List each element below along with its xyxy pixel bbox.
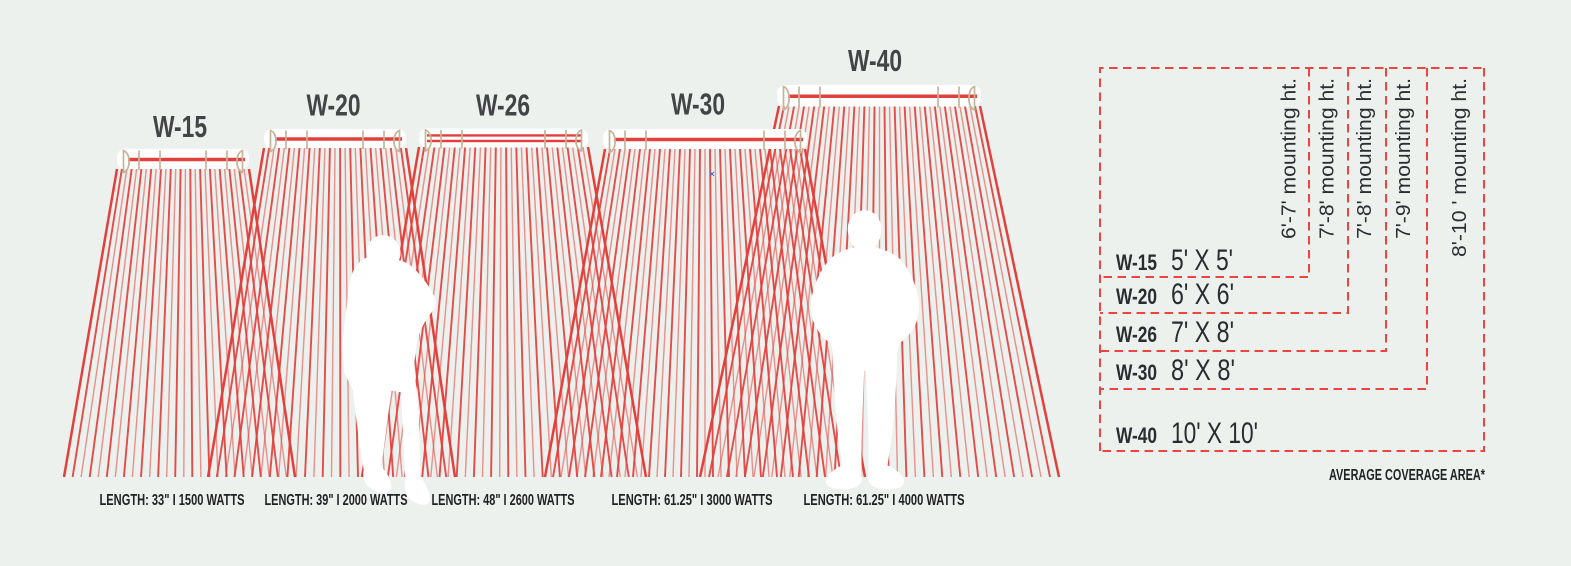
svg-text:W-40: W-40 — [1116, 423, 1157, 448]
svg-text:7'-8' mounting ht.: 7'-8' mounting ht. — [1354, 78, 1376, 239]
svg-text:7' X 8': 7' X 8' — [1171, 316, 1234, 349]
svg-text:LENGTH: 39" I 2000 WATTS: LENGTH: 39" I 2000 WATTS — [265, 492, 408, 509]
svg-text:W-30: W-30 — [671, 87, 725, 122]
svg-text:6'-7' mounting ht.: 6'-7' mounting ht. — [1279, 78, 1301, 239]
svg-text:7'-8' mounting ht.: 7'-8' mounting ht. — [1317, 78, 1339, 239]
svg-text:W-15: W-15 — [1116, 250, 1157, 275]
svg-text:W-26: W-26 — [1116, 322, 1157, 347]
svg-text:W-30: W-30 — [1116, 360, 1157, 385]
svg-text:W-40: W-40 — [848, 43, 902, 78]
svg-text:5' X 5': 5' X 5' — [1171, 244, 1233, 277]
svg-text:×: × — [709, 169, 714, 179]
svg-text:W-20: W-20 — [1116, 284, 1157, 309]
svg-text:AVERAGE COVERAGE AREA*: AVERAGE COVERAGE AREA* — [1329, 467, 1486, 484]
svg-text:LENGTH: 33" I 1500 WATTS: LENGTH: 33" I 1500 WATTS — [100, 492, 245, 509]
svg-text:6' X 6': 6' X 6' — [1171, 278, 1234, 311]
svg-text:8' X 8': 8' X 8' — [1171, 354, 1235, 387]
svg-text:7'-9' mounting ht.: 7'-9' mounting ht. — [1393, 78, 1415, 239]
svg-text:W-20: W-20 — [307, 88, 361, 123]
svg-text:LENGTH: 61.25" I 4000 WATTS: LENGTH: 61.25" I 4000 WATTS — [804, 492, 965, 509]
svg-text:LENGTH: 48" I 2600 WATTS: LENGTH: 48" I 2600 WATTS — [432, 492, 575, 509]
svg-text:W-26: W-26 — [476, 88, 530, 123]
svg-text:LENGTH: 61.25" I 3000 WATTS: LENGTH: 61.25" I 3000 WATTS — [612, 492, 773, 509]
svg-text:8'-10 ' mounting ht.: 8'-10 ' mounting ht. — [1449, 78, 1471, 257]
svg-text:10' X 10': 10' X 10' — [1171, 417, 1258, 450]
svg-text:W-15: W-15 — [153, 109, 207, 144]
